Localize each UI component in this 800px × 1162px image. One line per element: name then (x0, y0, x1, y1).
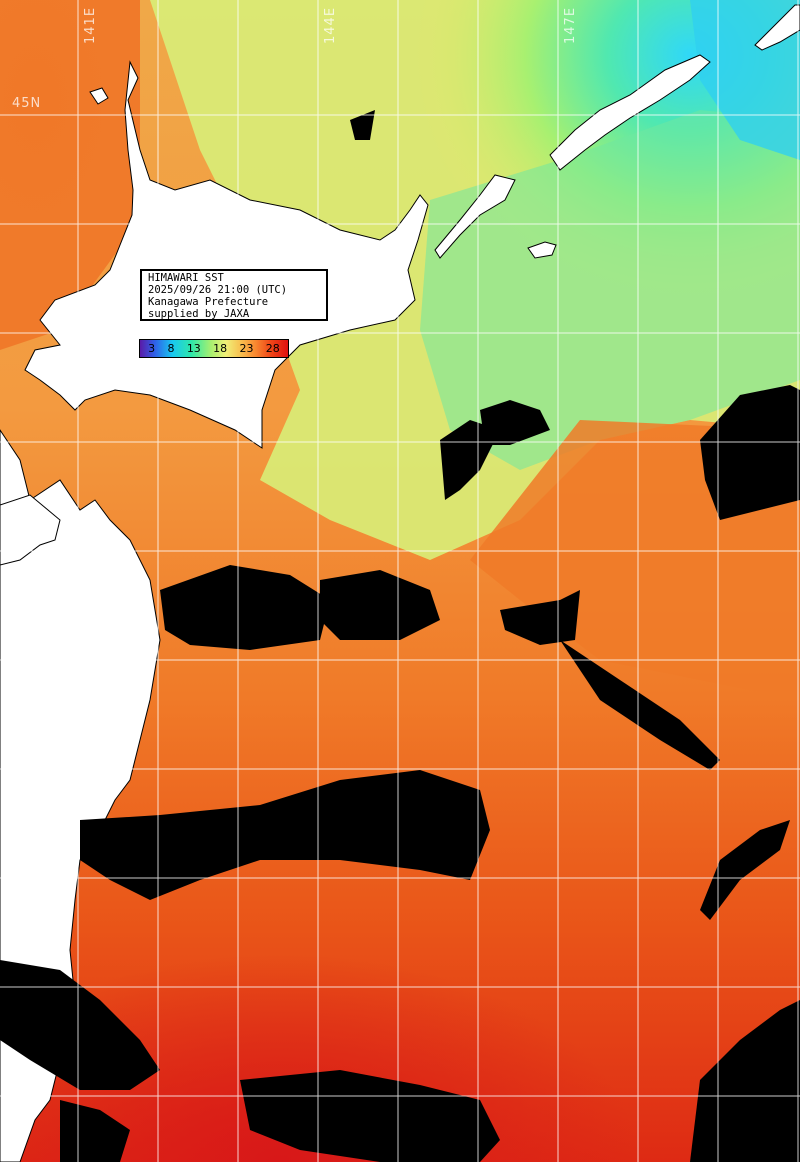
legend-tick: 23 (239, 342, 253, 355)
map-region: Kanagawa Prefecture (148, 296, 320, 308)
legend-tick: 28 (266, 342, 280, 355)
lon-label-141e: 141E (83, 7, 98, 44)
info-box: HIMAWARI SST 2025/09/26 21:00 (UTC) Kana… (140, 269, 328, 321)
lat-label-45n: 45N (12, 96, 41, 111)
legend-tick: 13 (187, 342, 201, 355)
legend-tick: 18 (213, 342, 227, 355)
map-credit: supplied by JAXA (148, 308, 320, 320)
lon-label-144e: 144E (323, 7, 338, 44)
temperature-legend: 3 8 13 18 23 28 (139, 339, 289, 358)
lon-label-147e: 147E (563, 7, 578, 44)
map-title: HIMAWARI SST (148, 272, 320, 284)
legend-tick: 8 (167, 342, 174, 355)
legend-tick: 3 (148, 342, 155, 355)
map-datetime: 2025/09/26 21:00 (UTC) (148, 284, 320, 296)
